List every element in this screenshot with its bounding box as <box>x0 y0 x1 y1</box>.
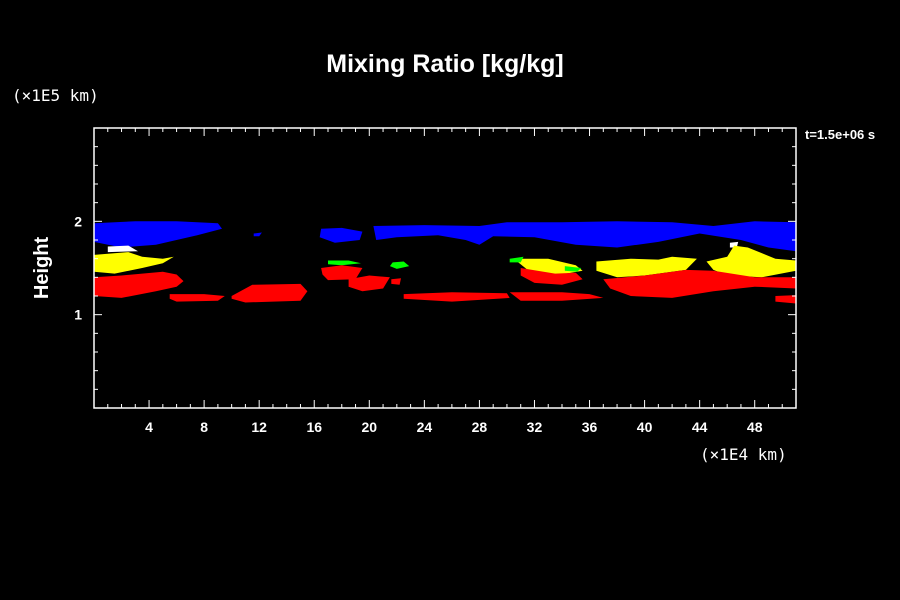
red-region-19 <box>391 278 401 285</box>
x-tick-label: 20 <box>362 419 378 435</box>
green-region-13 <box>564 266 582 272</box>
plot-frame <box>93 127 797 409</box>
x-tick-label: 8 <box>200 419 208 435</box>
yellow-region-8 <box>596 256 697 278</box>
red-region-18 <box>348 275 390 292</box>
x-tick-label: 4 <box>145 419 153 435</box>
yellow-region-7 <box>513 258 583 276</box>
time-label: t=1.5e+06 s <box>805 127 875 142</box>
red-region-21 <box>509 292 604 301</box>
mixing-ratio-field <box>94 221 796 304</box>
green-region-12 <box>509 256 524 263</box>
blue-region-0 <box>94 221 222 248</box>
x-tick-label: 32 <box>527 419 543 435</box>
x-tick-label: 28 <box>472 419 488 435</box>
x-tick-label: 44 <box>692 419 708 435</box>
blue-region-3 <box>373 221 796 252</box>
white-region-4 <box>107 245 138 253</box>
y-unit-label: (×1E5 km) <box>12 86 99 105</box>
red-region-23 <box>603 269 796 298</box>
x-unit-label: (×1E4 km) <box>700 445 787 464</box>
yellow-region-9 <box>706 245 796 278</box>
x-tick-label: 24 <box>417 419 433 435</box>
x-tick-label: 36 <box>582 419 598 435</box>
green-region-10 <box>328 260 361 266</box>
x-tick-label: 48 <box>747 419 763 435</box>
red-region-20 <box>403 292 510 302</box>
green-region-11 <box>389 261 410 269</box>
x-tick-label: 16 <box>306 419 322 435</box>
red-region-16 <box>231 283 308 303</box>
red-region-22 <box>520 268 583 285</box>
y-axis-label: Height <box>31 237 53 300</box>
x-tick-label: 12 <box>251 419 267 435</box>
blue-region-1 <box>253 232 262 237</box>
red-region-15 <box>169 294 225 302</box>
red-region-24 <box>775 295 796 304</box>
red-region-14 <box>94 271 184 298</box>
y-tick-label: 1 <box>74 307 82 323</box>
y-tick-label: 2 <box>74 213 82 229</box>
red-region-17 <box>321 265 363 281</box>
yellow-region-6 <box>94 252 174 274</box>
chart-title: Mixing Ratio [kg/kg] <box>326 50 564 78</box>
blue-region-2 <box>319 227 363 243</box>
x-tick-label: 40 <box>637 419 653 435</box>
